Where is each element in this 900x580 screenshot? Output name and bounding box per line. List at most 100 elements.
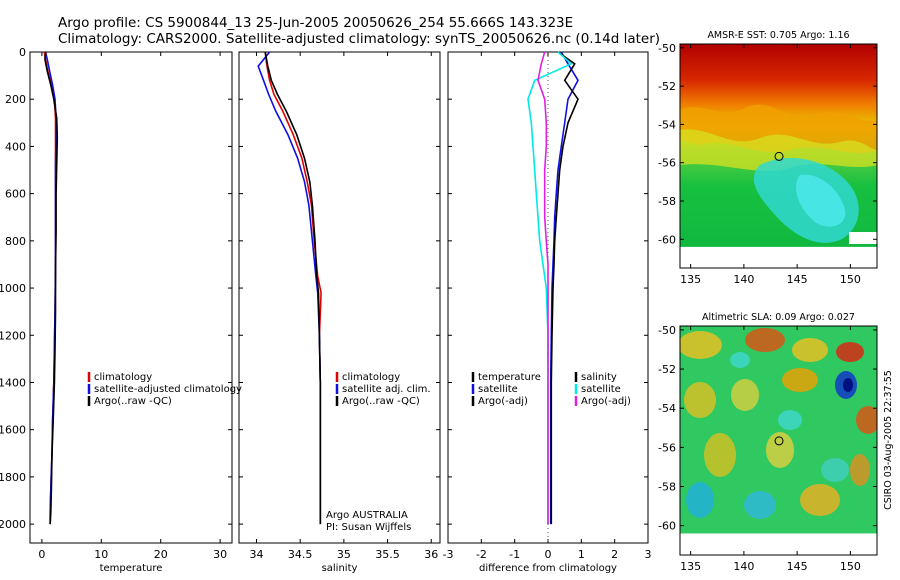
map-y-tick-label: -60 — [658, 520, 676, 533]
sla-map-field — [680, 326, 877, 555]
series-climatology — [43, 51, 57, 525]
map-y-tick-label: -60 — [658, 233, 676, 246]
sst-map-field — [680, 44, 877, 268]
diff-salinity-legend-entry: salinity — [581, 372, 617, 383]
diff-temperature-legend-entry: temperature — [478, 372, 541, 383]
map-y-tick-label: -56 — [658, 157, 676, 170]
y-tick-label: 600 — [5, 188, 26, 201]
sla-anomaly-blob — [782, 368, 818, 392]
sla-anomaly-blob — [744, 491, 776, 519]
salinity-legend-entry: climatology — [342, 372, 400, 383]
x-tick-label: 35 — [337, 548, 351, 561]
sla-anomaly-blob — [778, 410, 802, 430]
temperature-legend-entry: satellite-adjusted climatology — [94, 384, 242, 395]
salinity-annotation-line: PI: Susan Wijffels — [326, 522, 411, 533]
series-temperature-argo-adj- — [550, 51, 579, 525]
map-x-tick-label: 135 — [680, 273, 701, 286]
map-x-tick-label: 145 — [787, 560, 808, 573]
series-temperature-satellite — [549, 51, 579, 525]
sla-anomaly-blob — [836, 342, 864, 362]
figure-title-line2: Climatology: CARS2000. Satellite-adjuste… — [58, 31, 661, 47]
series-climatology — [264, 51, 322, 525]
map-y-tick-label: -50 — [658, 324, 676, 337]
sla-anomaly-blob — [856, 406, 877, 434]
temperature-legend-entry: Argo(..raw -QC) — [94, 396, 172, 407]
x-tick-label: 0 — [545, 548, 552, 561]
x-tick-label: 0 — [38, 548, 45, 561]
sla-anomaly-blob — [731, 379, 759, 411]
y-tick-label: 1800 — [0, 471, 26, 484]
temperature-profile-frame — [29, 51, 233, 544]
x-tick-label: -3 — [443, 548, 454, 561]
map-y-tick-label: -52 — [658, 363, 676, 376]
salinity-legend-entry: satellite adj. clim. — [342, 384, 431, 395]
y-tick-label: 800 — [5, 235, 26, 248]
x-tick-label: 10 — [94, 548, 108, 561]
map-x-tick-label: 150 — [840, 560, 861, 573]
sla-anomaly-blob — [684, 382, 716, 418]
x-tick-label: 30 — [213, 548, 227, 561]
diff-salinity-legend-entry: satellite — [581, 384, 621, 395]
y-tick-label: 1600 — [0, 424, 26, 437]
map-y-tick-label: -54 — [658, 402, 676, 415]
side-timestamp: CSIRO 03-Aug-2005 22:37:55 — [883, 370, 894, 510]
x-tick-label: 2 — [611, 548, 618, 561]
map-x-tick-label: 145 — [787, 273, 808, 286]
sla-map-panel: 135 140 145 150 -50 -52 -54 -56 -58 -60 Altimetric… — [658, 312, 878, 573]
series-satellite-adj-clim- — [257, 51, 322, 525]
sla-anomaly-blob — [686, 482, 714, 518]
temperature-legend-entry: climatology — [94, 372, 152, 383]
y-tick-label: 200 — [5, 93, 26, 106]
y-tick-label: 2000 — [0, 518, 26, 531]
sla-anomaly-blob — [800, 484, 840, 516]
sla-map-title: Altimetric SLA: 0.09 Argo: 0.027 — [702, 312, 855, 323]
sla-map-frame — [679, 325, 878, 556]
y-tick-label: 0 — [19, 46, 26, 59]
y-tick-label: 1400 — [0, 376, 26, 389]
x-axis-label: salinity — [322, 563, 358, 574]
series-salinity-argo-adj- — [537, 51, 549, 525]
y-tick-label: 1200 — [0, 329, 26, 342]
sst-cold-core — [795, 174, 846, 227]
x-tick-label: 34 — [249, 548, 263, 561]
sla-anomaly-blob — [792, 338, 828, 362]
sla-anomaly-blob — [745, 328, 785, 352]
diff-temperature-legend-entry: Argo(-adj) — [478, 396, 528, 407]
x-tick-label: 3 — [645, 548, 652, 561]
x-tick-label: -1 — [509, 548, 520, 561]
x-tick-label: 20 — [154, 548, 168, 561]
series-satellite-adjusted-climatology — [44, 51, 57, 525]
sst-map-panel: 135 140 145 150 -50 -52 -54 -56 -58 -60 AMSR-E SST… — [658, 30, 878, 286]
sst-map-frame — [679, 43, 878, 269]
x-axis-label: temperature — [100, 563, 163, 574]
sla-nodata — [680, 533, 877, 555]
x-tick-label: 36 — [424, 548, 438, 561]
series-argo-raw-qc- — [264, 51, 322, 525]
argo-float-marker — [774, 436, 784, 446]
map-x-tick-label: 150 — [840, 273, 861, 286]
series-argo-raw-qc- — [44, 51, 59, 525]
x-axis-label: difference from climatology — [479, 563, 617, 574]
map-x-tick-label: 140 — [733, 273, 754, 286]
sst-map-title: AMSR-E SST: 0.705 Argo: 1.16 — [707, 30, 849, 41]
diff-temperature-legend-entry: satellite — [478, 384, 518, 395]
map-y-tick-label: -58 — [658, 480, 676, 493]
salinity-profile-frame — [238, 51, 441, 544]
x-tick-label: 34.5 — [288, 548, 313, 561]
y-tick-label: 400 — [5, 140, 26, 153]
sla-anomaly-blob — [766, 432, 794, 468]
map-y-tick-label: -56 — [658, 441, 676, 454]
argo-float-marker — [774, 151, 784, 161]
map-x-tick-label: 140 — [733, 560, 754, 573]
map-x-tick-label: 135 — [680, 560, 701, 573]
map-y-tick-label: -50 — [658, 42, 676, 55]
difference-profile-panel: -3 -2 -1 0 1 2 3 difference from climatology — [443, 51, 652, 574]
sla-anomaly-blob — [730, 352, 750, 368]
sla-anomaly-blob — [704, 433, 736, 477]
sla-anomaly-core — [843, 378, 853, 392]
sst-nodata — [680, 246, 877, 268]
map-y-tick-label: -54 — [658, 118, 676, 131]
sla-anomaly-blob — [680, 331, 722, 359]
